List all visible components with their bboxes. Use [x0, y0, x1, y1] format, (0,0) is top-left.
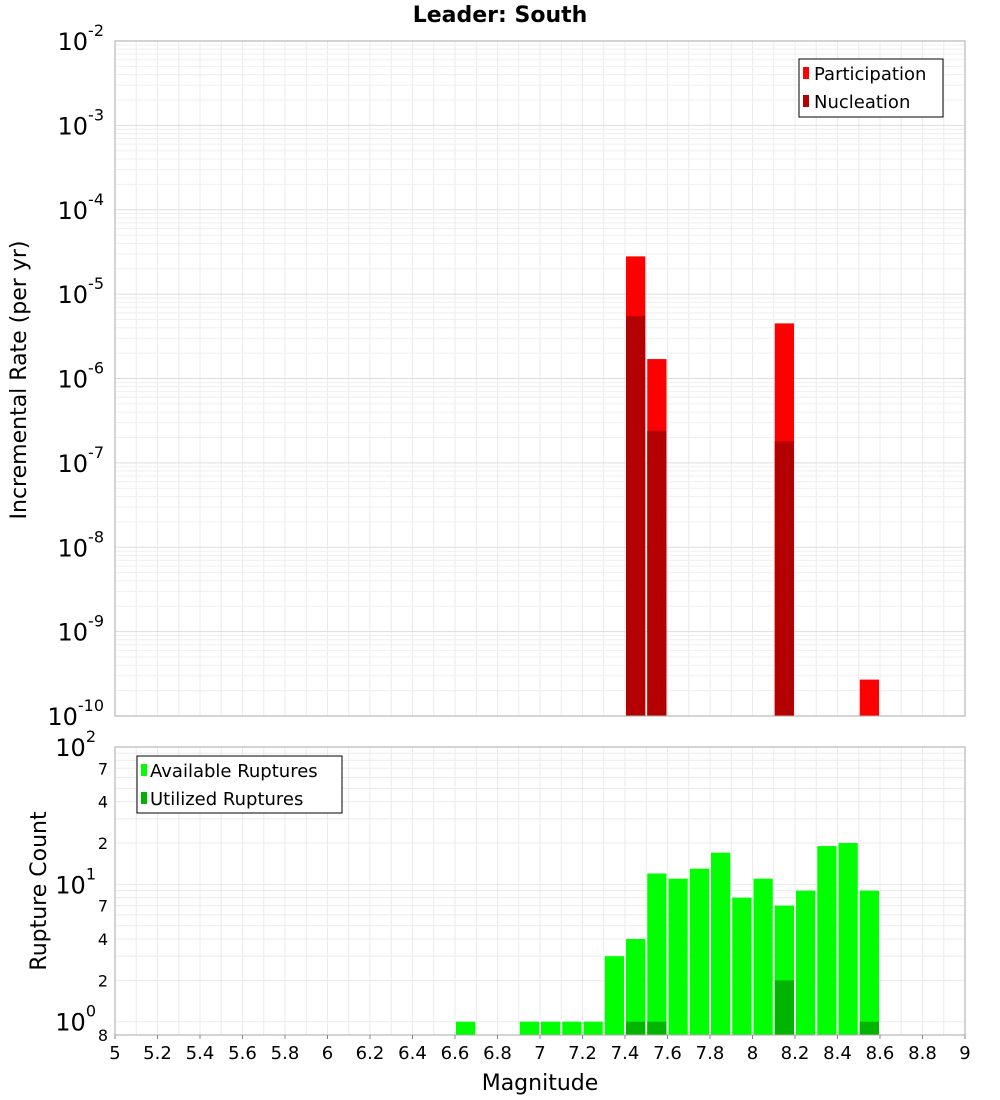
bar-utilized-ruptures: [647, 1021, 667, 1035]
x-tick-label: 7.2: [568, 1043, 597, 1064]
x-tick-label: 5.6: [228, 1043, 257, 1064]
bar-available-ruptures: [859, 890, 879, 1035]
bar-utilized-ruptures: [774, 980, 794, 1035]
x-tick-label: 7.6: [653, 1043, 682, 1064]
legend-label-participation: Participation: [814, 64, 926, 85]
y-tick-minor-label: 2: [98, 971, 108, 990]
bar-utilized-ruptures: [626, 1021, 646, 1035]
x-tick-label: 6.6: [441, 1043, 470, 1064]
bar-available-ruptures: [732, 897, 752, 1035]
y-tick-label: 100: [55, 1002, 96, 1037]
bar-available-ruptures: [753, 878, 773, 1035]
bar-available-ruptures: [838, 843, 858, 1035]
x-axis-label: Magnitude: [482, 1071, 599, 1096]
y-tick-label: 10-7: [58, 443, 105, 478]
bar-nucleation: [647, 430, 667, 716]
y-tick-minor-label: 7: [98, 897, 108, 916]
y-tick-label: 10-5: [58, 274, 105, 309]
x-tick-label: 8.6: [866, 1043, 895, 1064]
bar-utilized-ruptures: [859, 1021, 879, 1035]
top-legend: Participation Nucleation: [798, 58, 944, 118]
bar-available-ruptures: [647, 873, 667, 1035]
top-y-ticks: 10-10 10-9 10-8 10-7 10-6 10-5 10-4 10-3 10-2: [47, 21, 104, 731]
y-tick-label: 10-10: [47, 696, 104, 731]
x-tick-label: 5.2: [143, 1043, 172, 1064]
bar-available-ruptures: [604, 956, 624, 1035]
bar-available-ruptures: [711, 852, 731, 1035]
x-tick-label: 7.4: [611, 1043, 640, 1064]
y-tick-label: 10-6: [58, 359, 105, 394]
y-tick-minor-label: 2: [98, 834, 108, 853]
chart-title: Leader: South: [413, 3, 588, 28]
x-tick-label: 8.8: [908, 1043, 937, 1064]
legend-swatch-participation: [803, 67, 809, 79]
bar-available-ruptures: [626, 939, 646, 1035]
bar-participation: [859, 679, 879, 716]
x-tick-label: 8.4: [823, 1043, 852, 1064]
bar-available-ruptures: [541, 1021, 561, 1035]
top-plot-bars: [626, 256, 879, 716]
x-tick-label: 5.8: [271, 1043, 300, 1064]
bar-available-ruptures: [456, 1021, 476, 1035]
legend-label-utilized: Utilized Ruptures: [150, 789, 303, 810]
bottom-plot-bars: [456, 843, 879, 1035]
legend-label-available: Available Ruptures: [150, 761, 318, 782]
bar-available-ruptures: [583, 1021, 603, 1035]
bottom-legend: Available Ruptures Utilized Ruptures: [136, 755, 343, 814]
x-tick-label: 9: [959, 1043, 970, 1064]
y-tick-label: 102: [55, 727, 96, 762]
bar-available-ruptures: [817, 846, 837, 1035]
bottom-y-axis-label: Rupture Count: [27, 811, 52, 971]
bar-available-ruptures: [519, 1021, 539, 1035]
x-tick-label: 6: [322, 1043, 333, 1064]
x-tick-label: 6.8: [483, 1043, 512, 1064]
x-ticks: 5 5.2 5.4 5.6 5.8 6 6.2 6.4 6.6 6.8 7 7.2 7.4 7.6 7.8 8…: [109, 1035, 971, 1064]
bar-nucleation: [626, 316, 646, 716]
legend-label-nucleation: Nucleation: [814, 92, 910, 113]
bottom-legend-box: [136, 755, 343, 814]
x-tick-label: 7: [534, 1043, 545, 1064]
bar-available-ruptures: [668, 878, 688, 1035]
top-plot-grid: [114, 41, 966, 717]
x-tick-label: 5.4: [186, 1043, 215, 1064]
top-legend-box: [798, 58, 944, 118]
x-tick-label: 7.8: [696, 1043, 725, 1064]
legend-swatch-nucleation: [803, 95, 809, 107]
x-tick-label: 8: [747, 1043, 758, 1064]
bottom-y-ticks: 100 101 102 8 2 4 7 2 4 7: [55, 727, 108, 1045]
y-tick-minor-label: 4: [98, 793, 108, 812]
x-tick-label: 6.2: [356, 1043, 385, 1064]
y-tick-label: 101: [55, 864, 96, 899]
y-tick-label: 10-8: [58, 527, 105, 562]
y-tick-label: 10-4: [58, 190, 105, 225]
y-tick-label: 10-2: [58, 21, 105, 56]
bar-nucleation: [774, 441, 794, 716]
bar-available-ruptures: [689, 868, 709, 1035]
legend-swatch-utilized: [141, 792, 147, 804]
x-tick-label: 8.2: [781, 1043, 810, 1064]
y-tick-minor-label: 8: [98, 1026, 108, 1045]
bar-available-ruptures: [562, 1021, 582, 1035]
y-tick-label: 10-3: [58, 105, 105, 140]
y-tick-minor-label: 4: [98, 930, 108, 949]
top-plot-frame: [114, 40, 966, 717]
legend-swatch-available: [141, 764, 147, 776]
y-tick-label: 10-9: [58, 612, 105, 647]
bar-available-ruptures: [796, 890, 816, 1035]
x-tick-label: 5: [109, 1043, 120, 1064]
top-y-axis-label: Incremental Rate (per yr): [7, 241, 32, 520]
y-tick-minor-label: 7: [98, 759, 108, 778]
x-tick-label: 6.4: [398, 1043, 427, 1064]
